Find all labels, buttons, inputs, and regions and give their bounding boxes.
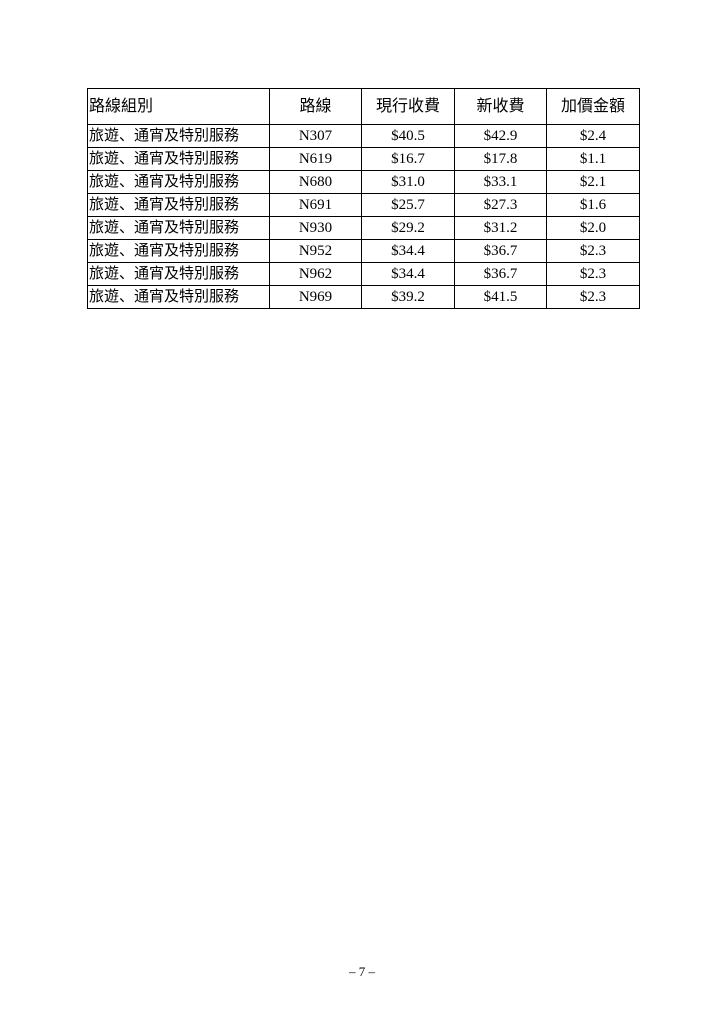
fare-table: 路線組別 路線 現行收費 新收費 加價金額 旅遊、通宵及特別服務 N307 $40.5 $42…: [87, 88, 640, 309]
table-cell: N307: [269, 124, 362, 148]
table-cell: $1.6: [546, 193, 640, 217]
table-cell: $2.1: [546, 170, 640, 194]
table-cell: $2.4: [546, 124, 640, 148]
table-cell: $36.7: [454, 239, 547, 263]
table-cell: $31.2: [454, 216, 547, 240]
table-cell: $27.3: [454, 193, 547, 217]
column-header: 加價金額: [546, 88, 640, 125]
table-cell: $41.5: [454, 285, 547, 309]
table-cell: $42.9: [454, 124, 547, 148]
page-number: – 7 –: [349, 964, 375, 979]
table-cell: $29.2: [361, 216, 455, 240]
table-cell: $2.3: [546, 262, 640, 286]
table-cell: $34.4: [361, 262, 455, 286]
table-cell: N691: [269, 193, 362, 217]
table-cell: N930: [269, 216, 362, 240]
table-cell: N952: [269, 239, 362, 263]
table-row: 旅遊、通宵及特別服務 N619 $16.7 $17.8 $1.1: [87, 147, 640, 171]
table-cell: $36.7: [454, 262, 547, 286]
column-header: 新收費: [454, 88, 547, 125]
table-cell: $16.7: [361, 147, 455, 171]
table-cell: $31.0: [361, 170, 455, 194]
table-cell: N619: [269, 147, 362, 171]
table-cell: $39.2: [361, 285, 455, 309]
table-cell: 旅遊、通宵及特別服務: [87, 262, 270, 286]
table-cell: $17.8: [454, 147, 547, 171]
table-cell: 旅遊、通宵及特別服務: [87, 170, 270, 194]
table-row: 旅遊、通宵及特別服務 N952 $34.4 $36.7 $2.3: [87, 239, 640, 263]
table-row: 旅遊、通宵及特別服務 N969 $39.2 $41.5 $2.3: [87, 285, 640, 309]
table-cell: 旅遊、通宵及特別服務: [87, 193, 270, 217]
column-header: 路線組別: [87, 88, 270, 125]
table-row: 旅遊、通宵及特別服務 N930 $29.2 $31.2 $2.0: [87, 216, 640, 240]
table-cell: $2.3: [546, 285, 640, 309]
column-header: 路線: [269, 88, 362, 125]
table-row: 旅遊、通宵及特別服務 N680 $31.0 $33.1 $2.1: [87, 170, 640, 194]
table-cell: $34.4: [361, 239, 455, 263]
table-cell: 旅遊、通宵及特別服務: [87, 216, 270, 240]
table-cell: $1.1: [546, 147, 640, 171]
table-cell: $40.5: [361, 124, 455, 148]
table-cell: 旅遊、通宵及特別服務: [87, 285, 270, 309]
table-cell: 旅遊、通宵及特別服務: [87, 239, 270, 263]
column-header: 現行收費: [361, 88, 455, 125]
table-cell: 旅遊、通宵及特別服務: [87, 124, 270, 148]
table-row: 旅遊、通宵及特別服務 N691 $25.7 $27.3 $1.6: [87, 193, 640, 217]
table-row: 旅遊、通宵及特別服務 N962 $34.4 $36.7 $2.3: [87, 262, 640, 286]
table-cell: $33.1: [454, 170, 547, 194]
table-cell: $2.0: [546, 216, 640, 240]
table-cell: N962: [269, 262, 362, 286]
table-cell: $25.7: [361, 193, 455, 217]
table-cell: N969: [269, 285, 362, 309]
table-cell: 旅遊、通宵及特別服務: [87, 147, 270, 171]
table-header-row: 路線組別 路線 現行收費 新收費 加價金額: [87, 88, 640, 125]
table-cell: $2.3: [546, 239, 640, 263]
table-cell: N680: [269, 170, 362, 194]
table-row: 旅遊、通宵及特別服務 N307 $40.5 $42.9 $2.4: [87, 124, 640, 148]
